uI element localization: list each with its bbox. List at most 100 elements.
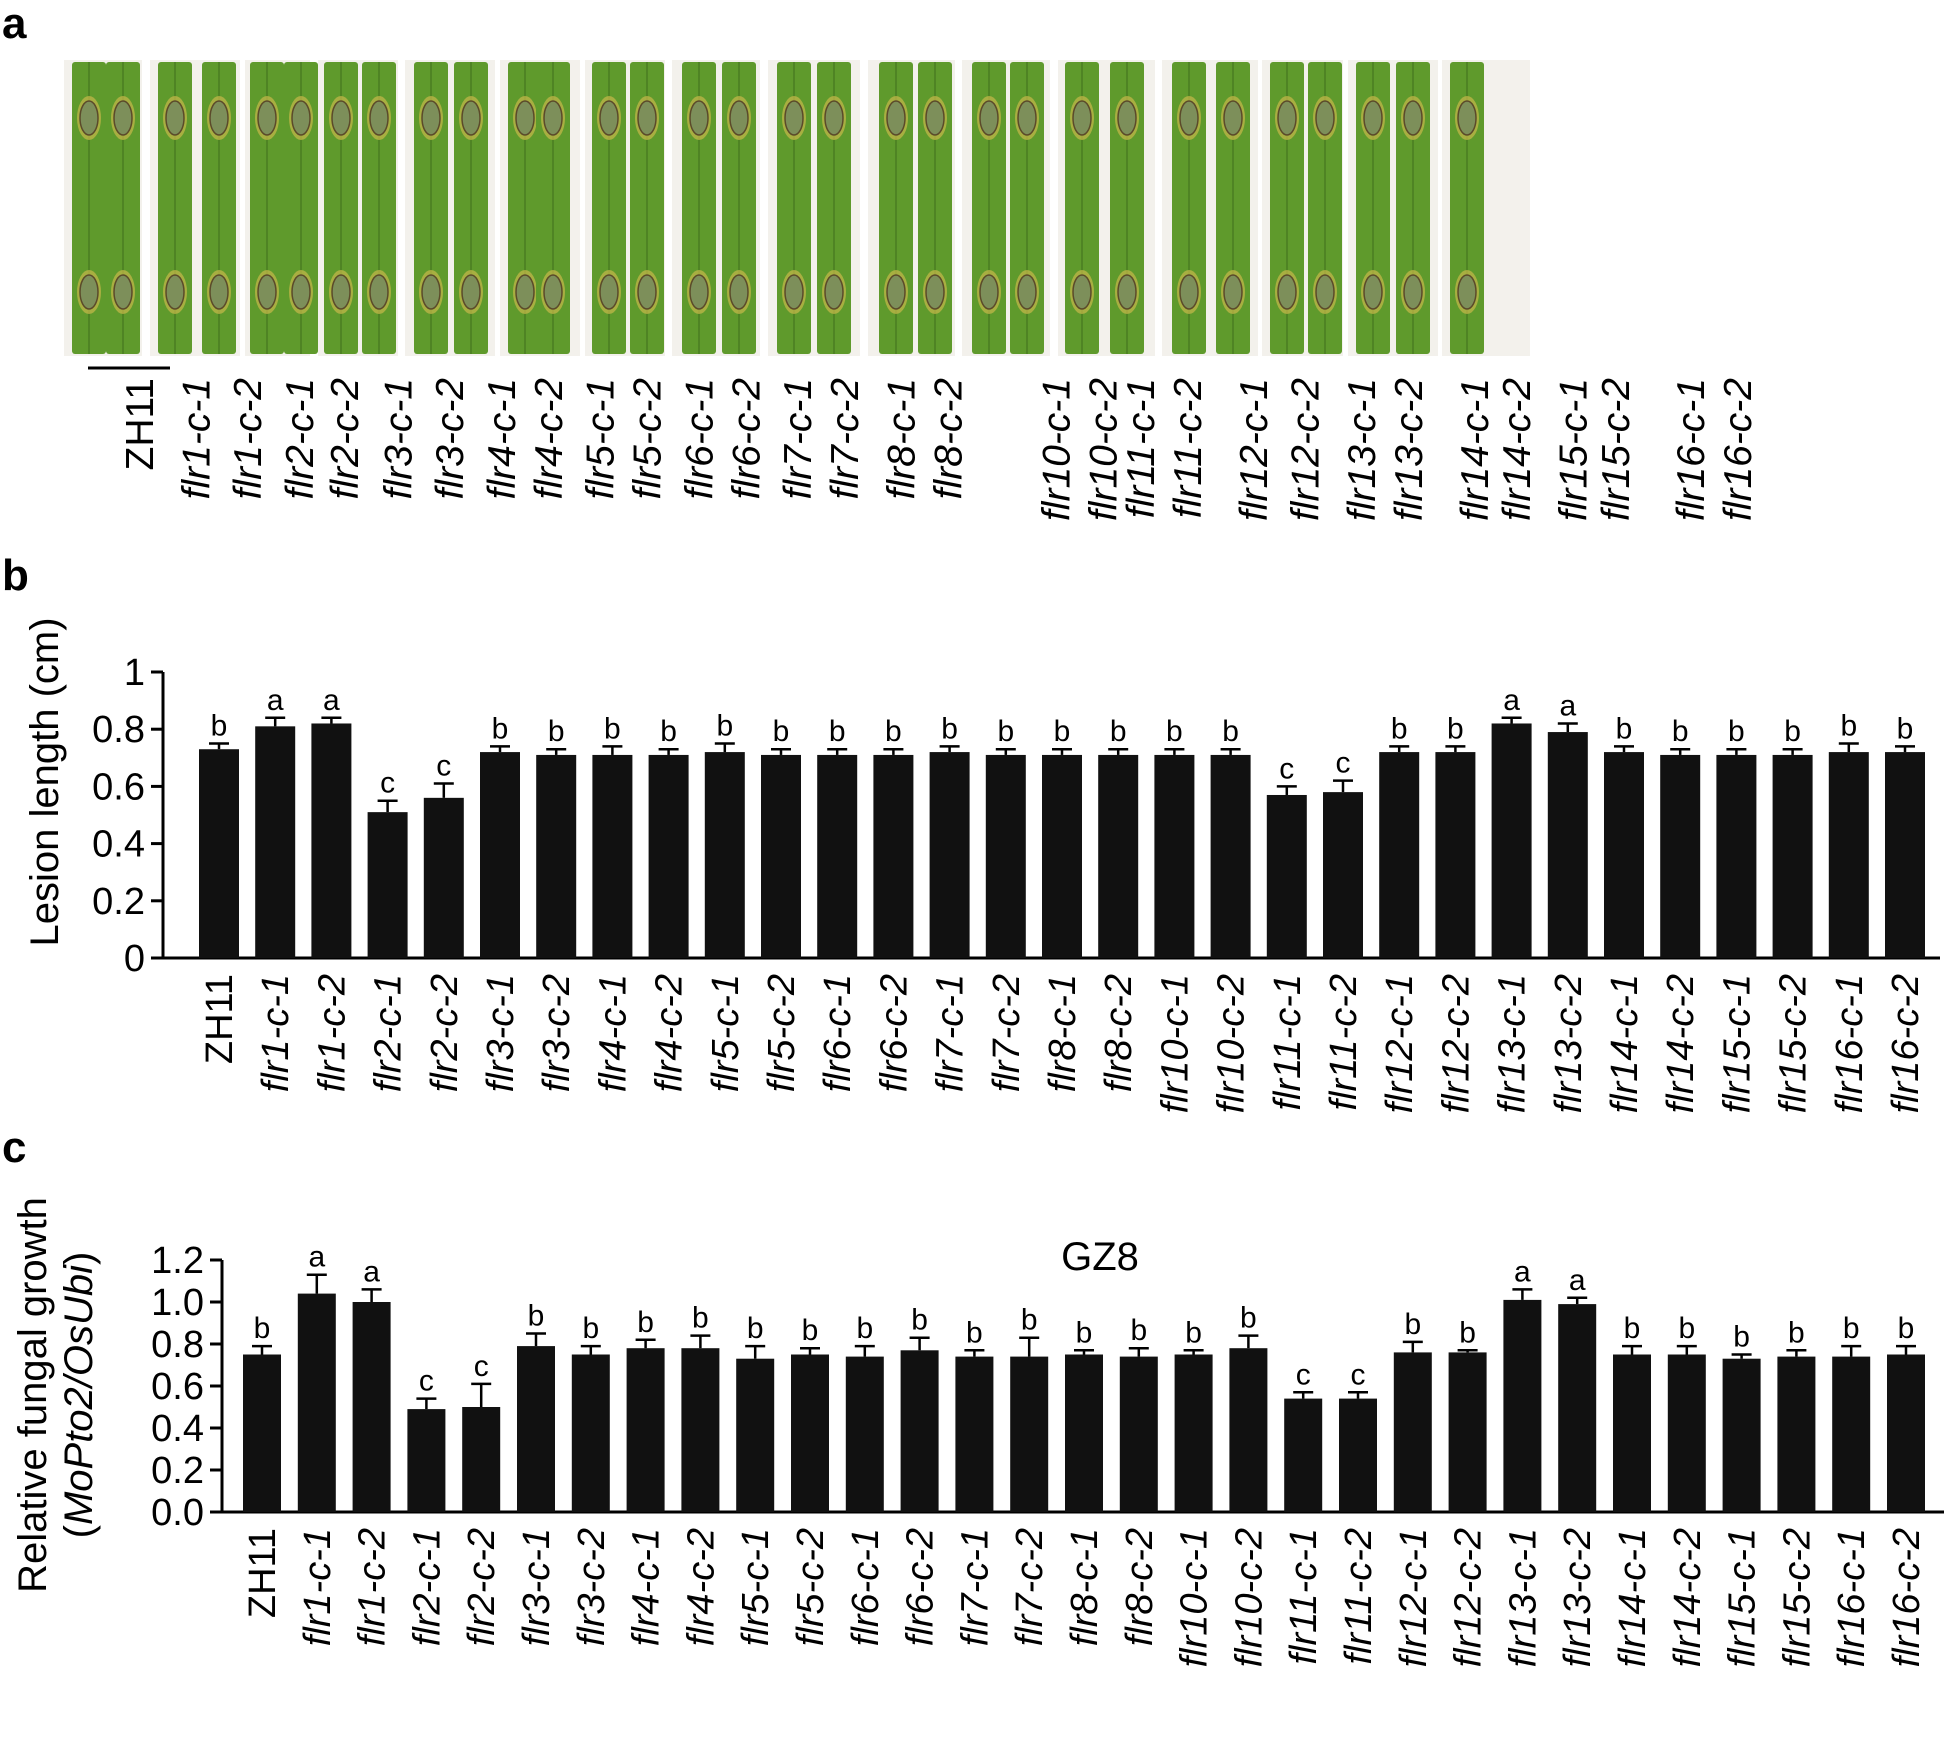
lesion-spot: [209, 274, 229, 310]
category-label: flr14-c-1: [1612, 1528, 1654, 1667]
y-tick-label: 0.8: [92, 709, 145, 751]
significance-letter: b: [1447, 712, 1464, 745]
bar: [681, 1348, 720, 1512]
category-label: flr10-c-1: [1154, 974, 1196, 1113]
category-label: flr13-c-2: [1548, 974, 1590, 1113]
bar: [1832, 1356, 1871, 1512]
lesion-spot: [599, 100, 619, 136]
category-label: flr1-c-1: [297, 1528, 339, 1646]
lesion-spot: [209, 100, 229, 136]
strip-label: flr12-c-1: [1233, 378, 1276, 521]
bar: [1119, 1356, 1158, 1512]
category-label: ZH11: [242, 1528, 284, 1618]
category-label: flr3-c-1: [480, 974, 522, 1092]
significance-letter: b: [692, 1302, 709, 1335]
significance-letter: a: [363, 1255, 380, 1288]
bar: [1491, 723, 1532, 958]
category-label: flr4-c-1: [592, 974, 634, 1092]
significance-letter: b: [1222, 715, 1239, 748]
category-label: flr12-c-1: [1393, 1528, 1435, 1667]
significance-letter: b: [802, 1314, 819, 1347]
category-label: flr2-c-1: [406, 1528, 448, 1646]
ylabel-sub-close: ): [57, 1252, 101, 1265]
category-label: flr3-c-2: [571, 1528, 613, 1646]
lesion-spot: [729, 274, 749, 310]
lesion-spot: [784, 100, 804, 136]
category-label: flr2-c-1: [368, 974, 410, 1092]
strip-label: flr2-c-2: [324, 378, 367, 500]
significance-letter: b: [548, 715, 565, 748]
category-label: flr14-c-2: [1667, 1528, 1709, 1667]
y-tick-label: 0.4: [92, 824, 145, 866]
bar: [761, 754, 801, 958]
lesion-spot: [1277, 274, 1297, 310]
chart-c-ylabel: Relative fungal growth: [11, 1197, 55, 1593]
bar: [536, 754, 577, 958]
category-label: flr5-c-2: [761, 974, 803, 1092]
lesion-spot: [1315, 274, 1335, 310]
panel-letter-a: a: [2, 0, 27, 48]
lesion-spot: [1072, 274, 1092, 310]
chart-c-bars: b a a c c b b b b b b b b b b b b b b c c b b a a b b b b b b: [243, 1241, 1925, 1512]
category-label: flr11-c-2: [1323, 974, 1365, 1111]
bar: [704, 752, 745, 958]
bar: [297, 1293, 336, 1512]
y-tick-label: 0.4: [151, 1408, 204, 1450]
bar: [1722, 1358, 1761, 1512]
significance-letter: b: [1240, 1302, 1257, 1335]
bar: [480, 752, 520, 958]
significance-letter: a: [1503, 684, 1520, 717]
significance-letter: b: [528, 1300, 545, 1333]
bar: [1828, 752, 1869, 958]
category-label: flr6-c-2: [900, 1528, 942, 1646]
bar: [1547, 732, 1588, 958]
strip-label: flr5-c-1: [580, 378, 623, 499]
bar: [255, 726, 296, 958]
strip-label: flr14-c-1: [1454, 378, 1497, 521]
bar: [736, 1358, 775, 1512]
lesion-spot: [1363, 274, 1383, 310]
strip-label: flr8-c-2: [927, 378, 970, 500]
significance-letter: b: [1897, 712, 1914, 745]
category-label: flr13-c-1: [1502, 1528, 1544, 1667]
bar: [1772, 754, 1813, 958]
bar: [648, 754, 689, 958]
strip-label: flr11-c-1: [1120, 378, 1163, 518]
lesion-spot: [886, 274, 906, 310]
chart-c-category-labels: ZH11 flr1-c-1 flr1-c-2 flr2-c-1 flr2-c-2 flr3…: [242, 1528, 1928, 1667]
lesion-spot: [886, 100, 906, 136]
bar: [1660, 754, 1701, 958]
significance-letter: b: [1130, 1314, 1147, 1347]
lesion-spot: [1223, 100, 1243, 136]
bar: [1887, 1354, 1925, 1512]
lesion-spot: [257, 274, 277, 310]
category-label: flr6-c-1: [817, 974, 859, 1092]
lesion-spot: [824, 274, 844, 310]
category-label: flr10-c-2: [1211, 974, 1253, 1113]
lesion-spot: [257, 100, 277, 136]
chart-b-ylabel: Lesion length (cm): [23, 617, 67, 946]
chart-c-ylabel-group: Relative fungal growth (MoPto2/OsUbi): [11, 1197, 101, 1593]
category-label: ZH11: [199, 974, 241, 1064]
chart-b-bars: b a a c c b b b b b b b b b b b b b b c c b b a a b b b b b b: [199, 684, 1925, 958]
significance-letter: b: [254, 1312, 271, 1345]
significance-letter: b: [637, 1306, 654, 1339]
ylabel-sub-ratio: MoPto2/OsUbi: [57, 1264, 101, 1525]
category-label: flr15-c-2: [1776, 1528, 1818, 1667]
lesion-spot: [421, 274, 441, 310]
panel-letter-b: b: [2, 551, 29, 600]
category-label: flr14-c-2: [1660, 974, 1702, 1113]
lesion-spot: [291, 274, 311, 310]
category-label: flr3-c-2: [536, 974, 578, 1092]
lesion-spot: [543, 274, 563, 310]
ylabel-sub-open: (: [57, 1524, 101, 1538]
category-label: flr15-c-1: [1722, 1528, 1764, 1667]
lesion-spot: [637, 100, 657, 136]
significance-letter: b: [911, 1304, 928, 1337]
bar: [1154, 754, 1195, 958]
category-label: flr8-c-2: [1098, 974, 1140, 1092]
significance-letter: c: [1296, 1358, 1311, 1391]
significance-letter: c: [1279, 752, 1294, 785]
strip-label: flr12-c-2: [1285, 378, 1328, 521]
bar: [571, 1354, 610, 1512]
